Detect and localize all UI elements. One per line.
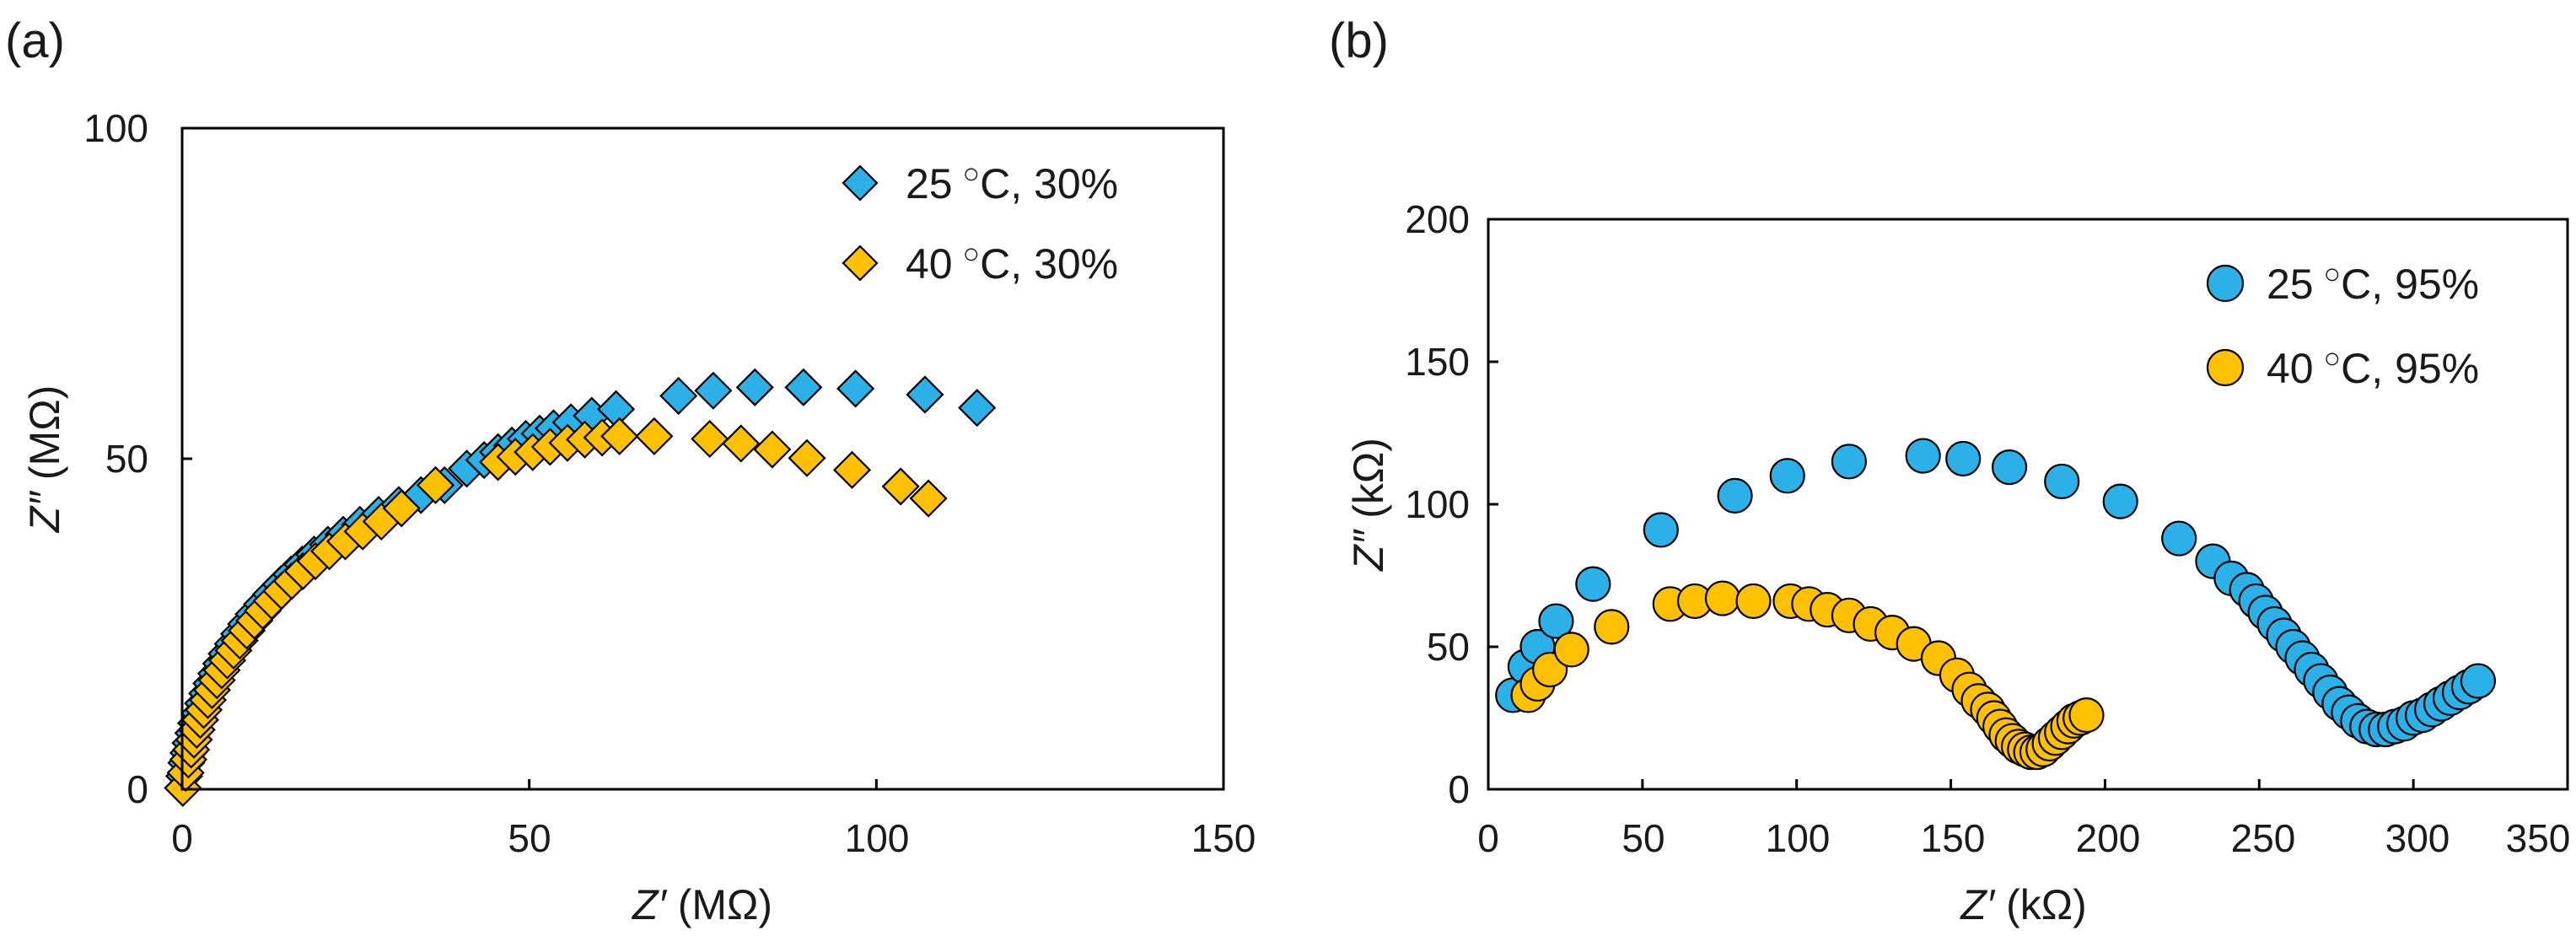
data-point-b-25 [1905,438,1941,474]
panel-a-y-tick-labels: 0 50 100 [83,106,148,811]
panel-b-ytick-label: 150 [1405,340,1470,384]
panel-a-label: (a) [5,13,65,68]
legend-marker-b-40 [2206,348,2245,387]
data-point-a-25 [784,368,823,406]
panel-a-xtick-label: 50 [508,816,551,860]
data-point-a-40 [635,417,674,455]
panel-b-x-tick-labels: 0 50 100 150 200 250 300 350 [1477,816,2570,860]
data-point-b-25 [1769,458,1805,494]
panel-b-plot-area [1495,438,2497,771]
panel-a-legend: 25 ○C, 30% 40 ○C, 30% [842,158,1118,288]
panel-a-xtick-label: 0 [171,816,193,860]
data-point-a-25 [659,376,698,416]
data-point-a-25 [958,389,997,428]
data-point-a-40 [788,438,826,477]
panel-a-ytick-label: 0 [126,767,148,811]
panel-b-xtick-label: 100 [1766,816,1831,860]
legend-marker-a-25 [842,164,879,202]
legend-marker-b-25 [2206,264,2245,303]
panel-a-plot-area [164,368,997,807]
data-point-b-25 [1538,603,1574,639]
data-point-a-40 [691,419,729,459]
data-point-b-25 [1945,440,1982,477]
panel-b-ytick-label: 100 [1405,482,1470,526]
data-point-a-40 [416,465,455,504]
data-point-b-25 [2102,483,2138,519]
panel-b-ytick-label: 50 [1427,625,1470,669]
legend-label-a-40: 40 ○C, 30% [906,238,1118,288]
data-point-a-25 [836,369,875,408]
data-point-b-40 [1594,609,1630,645]
legend-label-a-25: 25 ○C, 30% [906,158,1118,207]
panel-b-y-axis-label: Z″ (kΩ) [1345,438,1392,572]
panel-b-y-tick-labels: 0 50 100 150 200 [1405,197,1470,811]
panel-b-xtick-label: 350 [2506,816,2571,860]
legend-label-b-25: 25 ○C, 95% [2267,258,2479,308]
panel-b-xtick-label: 0 [1477,816,1499,860]
panel-a-y-axis-label: Z″ (MΩ) [21,385,68,533]
data-point-a-40 [753,430,792,469]
panel-b-xtick-label: 250 [2231,816,2296,860]
panel-b-x-axis-label: Z′ (kΩ) [1960,881,2087,928]
data-point-b-25 [2044,463,2080,500]
panel-b-xtick-label: 150 [1921,816,1986,860]
data-point-b-25 [1991,449,2028,486]
panel-b: (b) 0 50 100 150 200 0 50 100 150 200 25… [1329,13,2570,928]
panel-b-xtick-label: 300 [2385,816,2450,860]
legend-marker-a-40 [842,245,879,282]
data-point-a-25 [735,368,774,406]
data-point-b-25 [1831,444,1867,480]
legend-label-b-40: 40 ○C, 95% [2267,342,2479,392]
data-point-b-25 [2161,520,2197,557]
panel-a-ytick-label: 50 [105,437,148,481]
panel-a-plot-frame [180,126,1225,791]
panel-b-ytick-label: 0 [1448,767,1470,811]
data-point-b-40 [1553,632,1589,668]
panel-a-xtick-label: 100 [845,816,910,860]
data-point-a-40 [881,467,920,506]
data-point-b-25 [2460,663,2497,699]
data-point-b-40 [1735,583,1772,620]
panel-a-ytick-label: 100 [83,106,148,150]
data-point-a-25 [694,371,733,410]
panel-a-xtick-label: 150 [1191,816,1256,860]
data-point-b-25 [1717,477,1753,514]
panel-b-label: (b) [1329,13,1389,68]
data-point-a-25 [906,375,944,414]
panel-a-x-axis-label: Z′ (MΩ) [632,881,772,928]
panel-a-ticks [180,126,1225,791]
data-point-a-40 [832,450,872,489]
data-point-b-40 [1704,580,1741,616]
panel-a-x-tick-labels: 0 50 100 150 [171,816,1256,860]
data-point-a-40 [909,479,948,518]
panel-b-xtick-label: 50 [1621,816,1664,860]
panel-a: (a) 0 50 100 0 50 100 150 Z′ (MΩ) Z″ (MΩ… [5,13,1256,928]
panel-b-xtick-label: 200 [2076,816,2141,860]
panel-b-legend: 25 ○C, 95% 40 ○C, 95% [2206,258,2479,392]
data-point-b-40 [2068,697,2105,734]
data-point-b-25 [1575,566,1611,602]
data-point-a-40 [382,489,421,528]
data-point-b-25 [1643,512,1679,548]
data-point-a-40 [600,417,639,455]
data-point-a-40 [722,424,761,463]
panel-b-ytick-label: 200 [1405,197,1470,241]
panel-b-ticks [1487,218,2569,791]
